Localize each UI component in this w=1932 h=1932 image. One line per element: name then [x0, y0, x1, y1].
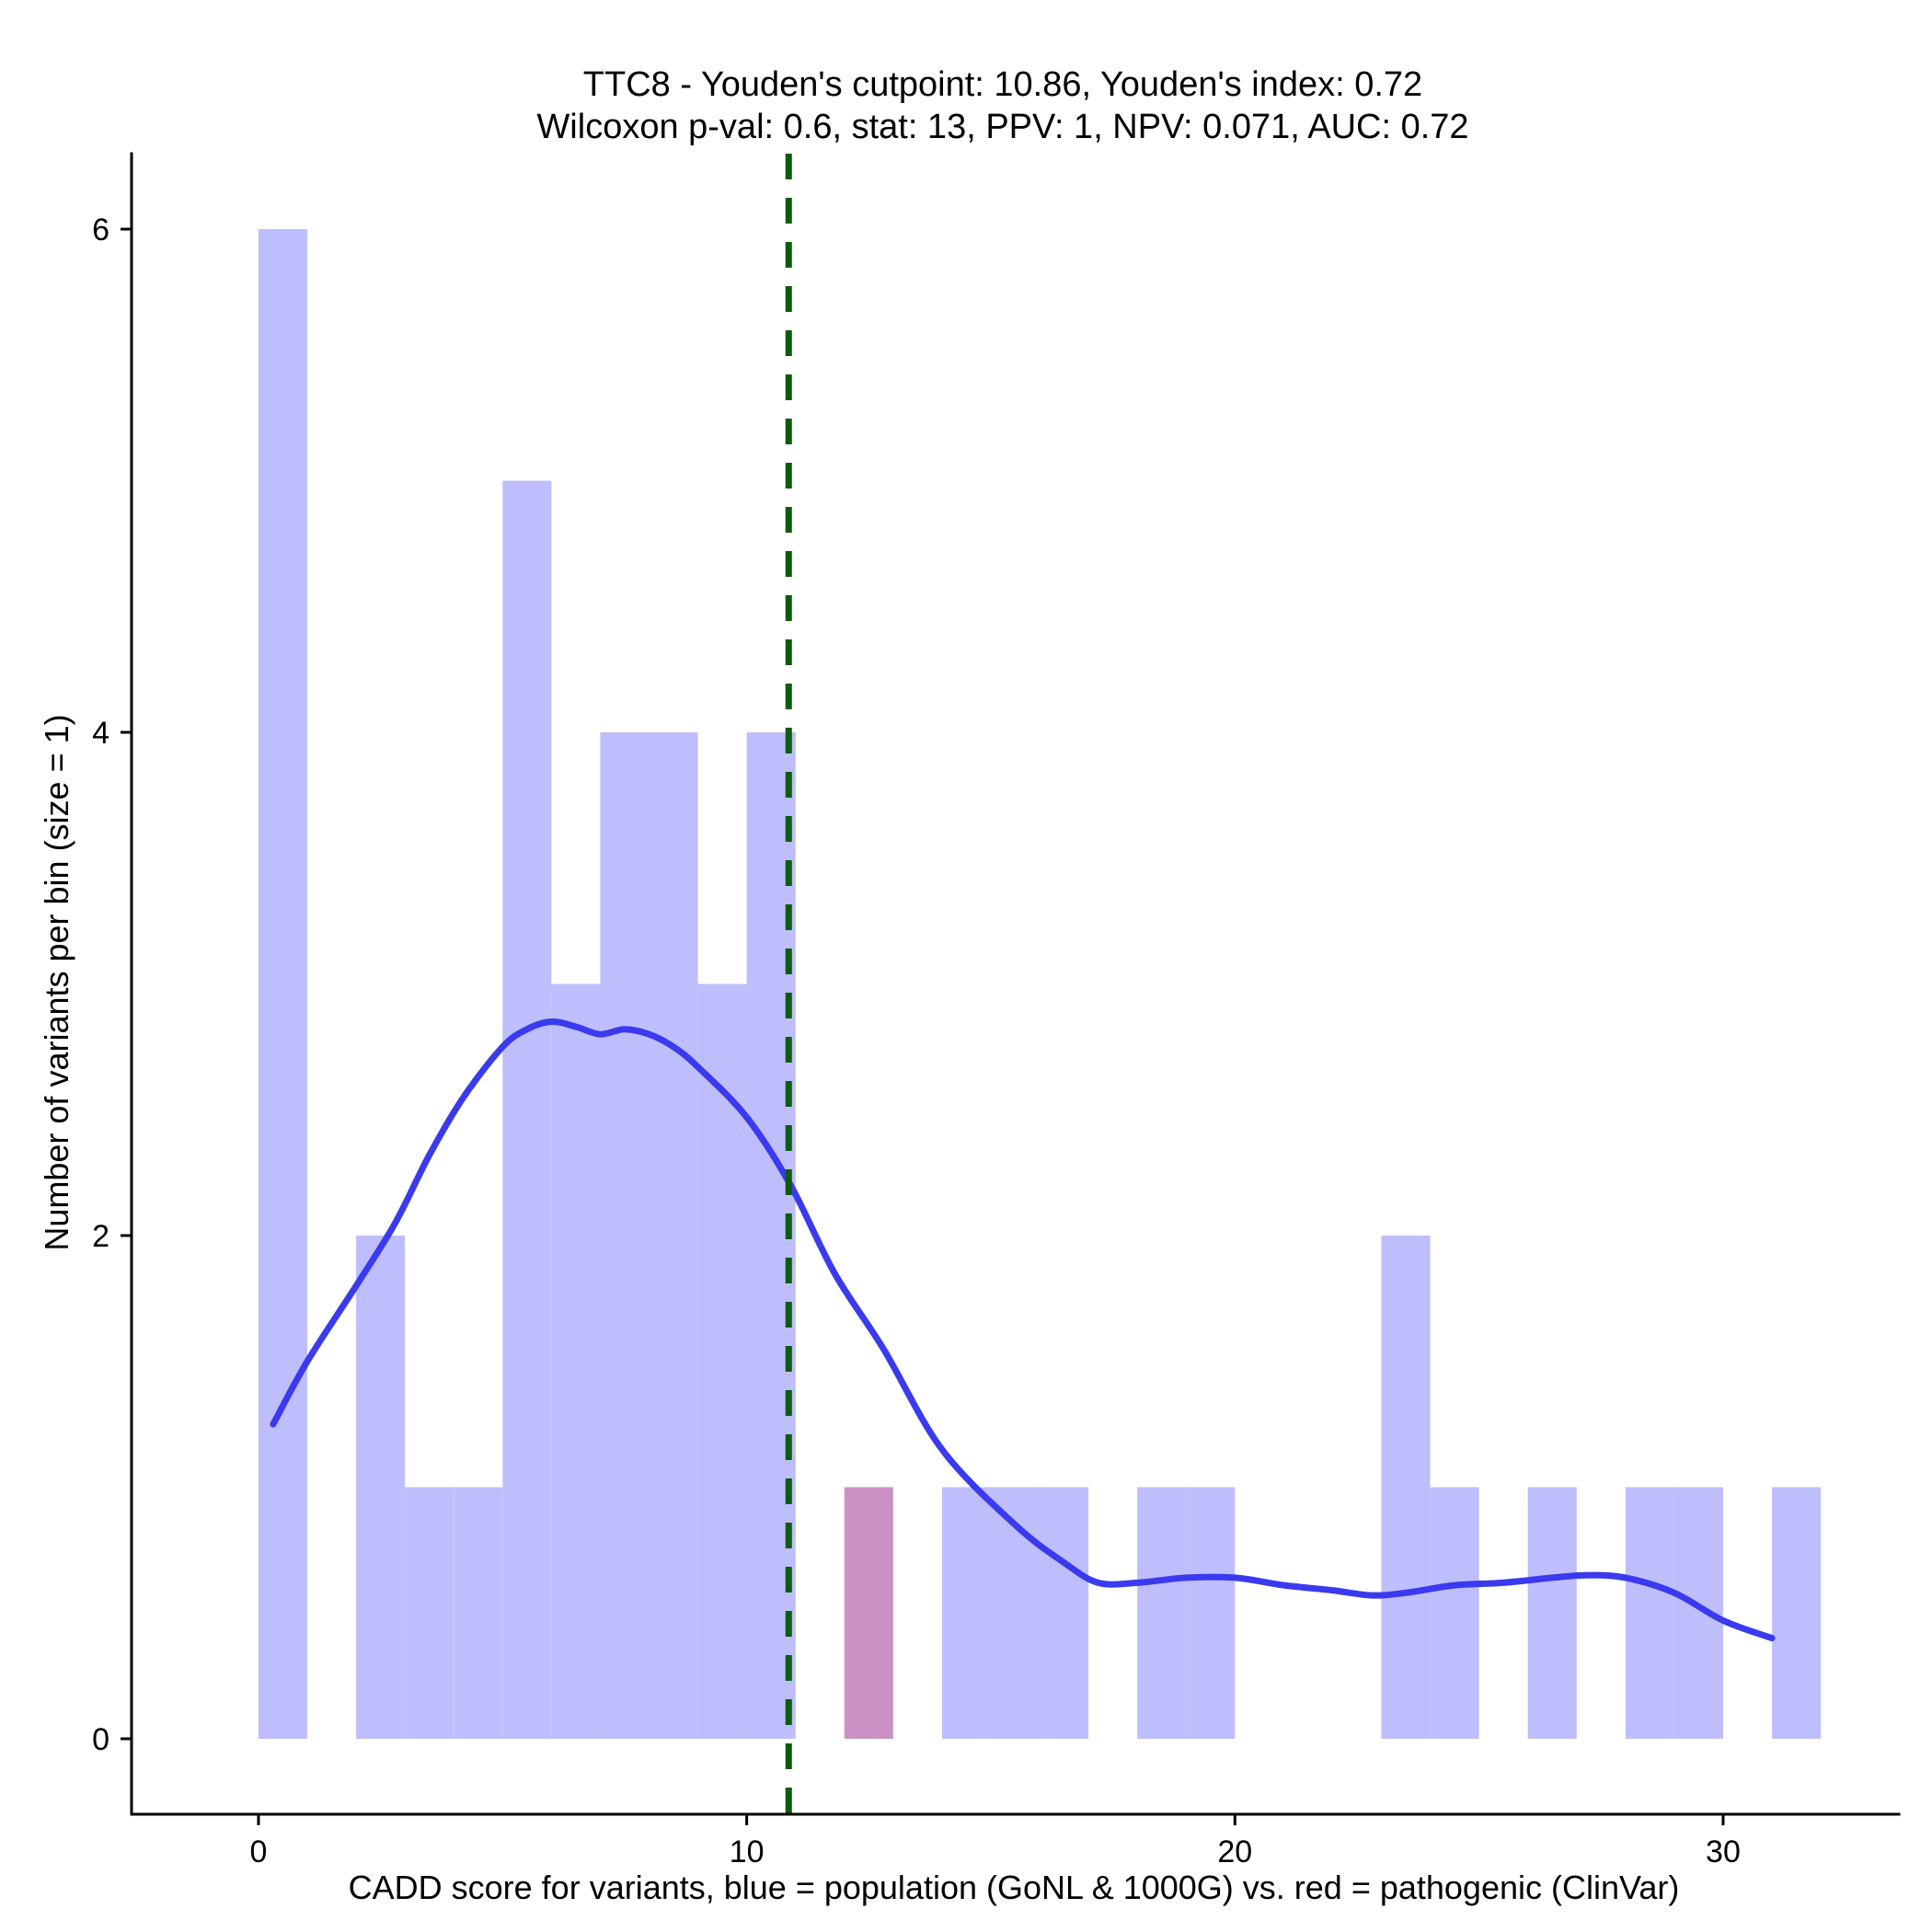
population-bar-24: [1430, 1487, 1479, 1739]
population-bar-3: [405, 1487, 454, 1739]
y-tick-label-4: 4: [92, 716, 109, 751]
x-tick-label-10: 10: [730, 1834, 765, 1869]
population-bar-6: [551, 983, 601, 1739]
population-bar-28: [1625, 1487, 1674, 1739]
y-tick-label-0: 0: [92, 1722, 109, 1757]
population-bar-7: [600, 732, 650, 1739]
x-tick-label-0: 0: [250, 1834, 268, 1869]
population-bar-18: [1137, 1487, 1187, 1739]
population-bar-31: [1772, 1487, 1822, 1739]
population-bar-23: [1381, 1235, 1431, 1739]
density-curve: [270, 1018, 1776, 1642]
population-bar-16: [1040, 1487, 1089, 1739]
population-bar-0: [258, 229, 308, 1739]
y-tick-label-2: 2: [92, 1219, 109, 1254]
population-bar-19: [1186, 1487, 1236, 1739]
population-bar-29: [1673, 1487, 1723, 1739]
chart-title-line-2: Wilcoxon p-val: 0.6, stat: 13, PPV: 1, N…: [536, 108, 1468, 146]
population-bar-8: [649, 732, 698, 1739]
population-bar-26: [1527, 1487, 1577, 1739]
x-axis-title: CADD score for variants, blue = populati…: [349, 1869, 1680, 1906]
pathogenic-bar-12: [844, 1487, 893, 1739]
chart-title-line-1: TTC8 - Youden's cutpoint: 10.86, Youden'…: [583, 65, 1422, 104]
x-tick-label-20: 20: [1217, 1834, 1252, 1869]
x-axis-ticks: 0 10 20 30: [250, 1814, 1741, 1869]
y-axis-ticks: 0 2 4 6: [92, 213, 132, 1757]
population-bar-4: [454, 1487, 503, 1739]
population-bar-2: [356, 1235, 406, 1739]
y-tick-label-6: 6: [92, 213, 109, 247]
population-bar-5: [502, 480, 552, 1739]
population-bar-14: [941, 1487, 991, 1739]
y-axis-title: Number of variants per bin (size = 1): [38, 714, 75, 1250]
histogram-bars: [258, 229, 1822, 1739]
population-bar-9: [697, 983, 747, 1739]
x-tick-label-30: 30: [1706, 1834, 1741, 1869]
